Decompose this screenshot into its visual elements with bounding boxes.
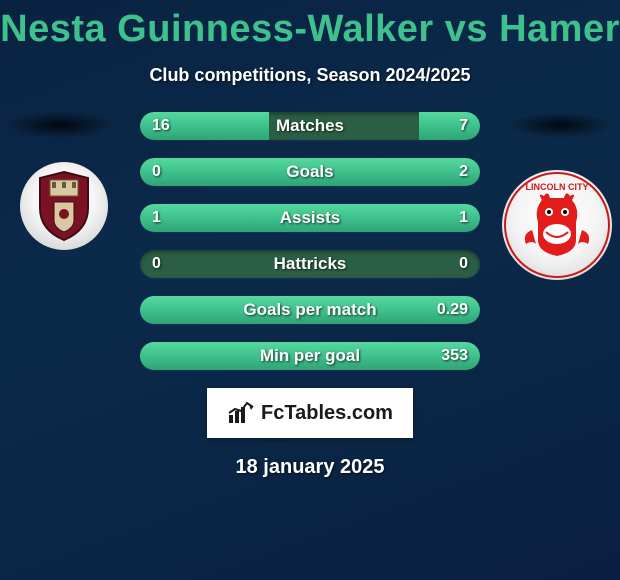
stat-bar: Goals per match0.29 (140, 296, 480, 324)
stat-bar-fill-left (140, 112, 269, 140)
stat-bar: Hattricks0 0 (140, 250, 480, 278)
club-crest-left (20, 162, 108, 250)
fctables-chart-icon (227, 401, 255, 425)
stat-bar-fill-left (140, 158, 201, 186)
page-title: Nesta Guinness-Walker vs Hamer (0, 0, 620, 51)
stat-bar-fill-right (310, 204, 480, 232)
stat-bar-fill-right (140, 342, 480, 370)
infographic-date: 18 january 2025 (0, 456, 620, 479)
comparison-arena: LINCOLN CITY Matches167 Goals02 Assists11 H… (0, 112, 620, 370)
stat-bar: Min per goal353 (140, 342, 480, 370)
stat-bar-fill-right (419, 112, 480, 140)
stat-value-right: 0 (459, 250, 468, 278)
branding-badge: FcTables.com (207, 388, 413, 438)
stat-bar-fill-right (201, 158, 480, 186)
stat-label: Hattricks (140, 250, 480, 278)
player-shadow-left (8, 112, 112, 138)
branding-text: FcTables.com (261, 402, 393, 425)
page-subtitle: Club competitions, Season 2024/2025 (0, 65, 620, 86)
stat-bar-fill-right (140, 296, 480, 324)
stat-bar-fill-left (140, 204, 310, 232)
northampton-shield-icon (20, 162, 108, 250)
stat-bar: Goals02 (140, 158, 480, 186)
svg-text:LINCOLN CITY: LINCOLN CITY (526, 182, 589, 192)
lincoln-city-imp-icon: LINCOLN CITY (502, 170, 612, 280)
player-shadow-right (508, 112, 612, 138)
stat-bars: Matches167 Goals02 Assists11 Hattricks0 0 Goa… (140, 112, 480, 370)
club-crest-right: LINCOLN CITY (502, 170, 612, 280)
stat-value-left: 0 (152, 250, 161, 278)
stat-bar: Matches167 (140, 112, 480, 140)
stat-bar: Assists11 (140, 204, 480, 232)
